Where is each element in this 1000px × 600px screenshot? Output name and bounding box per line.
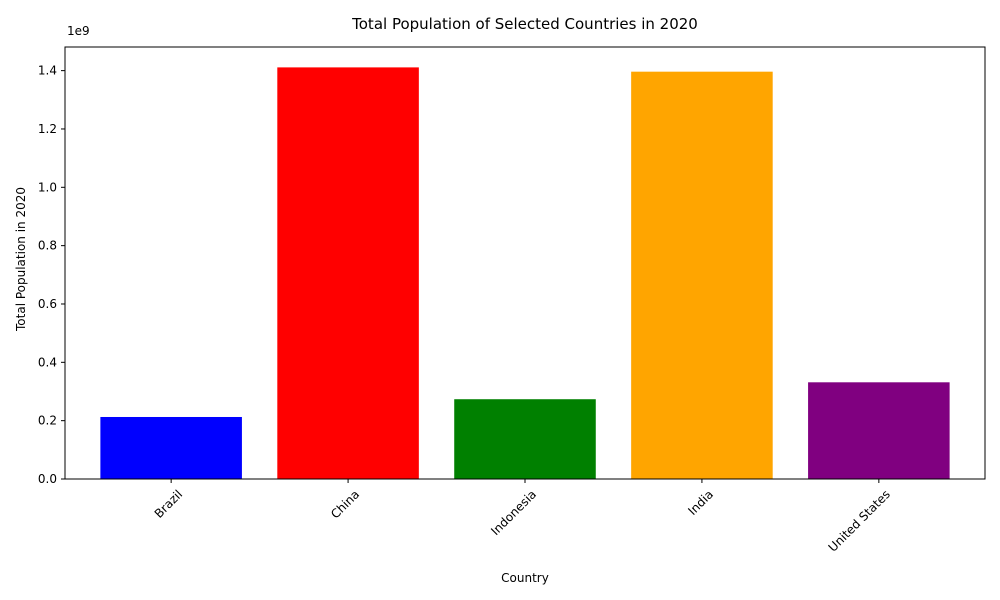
x-tick-label: United States [826, 487, 893, 554]
y-tick-label: 0.2 [38, 414, 57, 428]
x-tick-label: China [328, 487, 362, 521]
y-tick-label: 1.4 [38, 64, 57, 78]
y-tick-label: 0.6 [38, 297, 57, 311]
x-axis-label: Country [501, 571, 549, 585]
y-tick-label: 1.0 [38, 180, 57, 194]
bar-indonesia [454, 399, 596, 479]
bar-india [631, 71, 773, 480]
y-tick-label: 1.2 [38, 122, 57, 136]
chart-title: Total Population of Selected Countries i… [351, 15, 698, 33]
y-axis: 0.0 0.2 0.4 0.6 0.8 1.0 1.2 1.4 [38, 64, 65, 486]
x-tick-label: Brazil [152, 487, 186, 521]
bar-brazil [100, 416, 242, 479]
plot-frame [64, 46, 986, 480]
y-tick-label: 0.0 [38, 472, 57, 486]
x-tick-label: Indonesia [488, 487, 539, 538]
bars-group [100, 67, 950, 480]
y-axis-label: Total Population in 2020 [14, 187, 28, 332]
y-tick-label: 0.4 [38, 355, 57, 369]
y-tick-label: 0.8 [38, 239, 57, 253]
bar-china [277, 67, 419, 479]
bar-united-states [808, 382, 950, 479]
x-axis: Brazil China Indonesia India United States [152, 479, 893, 555]
y-offset-label: 1e9 [67, 24, 90, 38]
x-tick-label: India [685, 487, 716, 518]
